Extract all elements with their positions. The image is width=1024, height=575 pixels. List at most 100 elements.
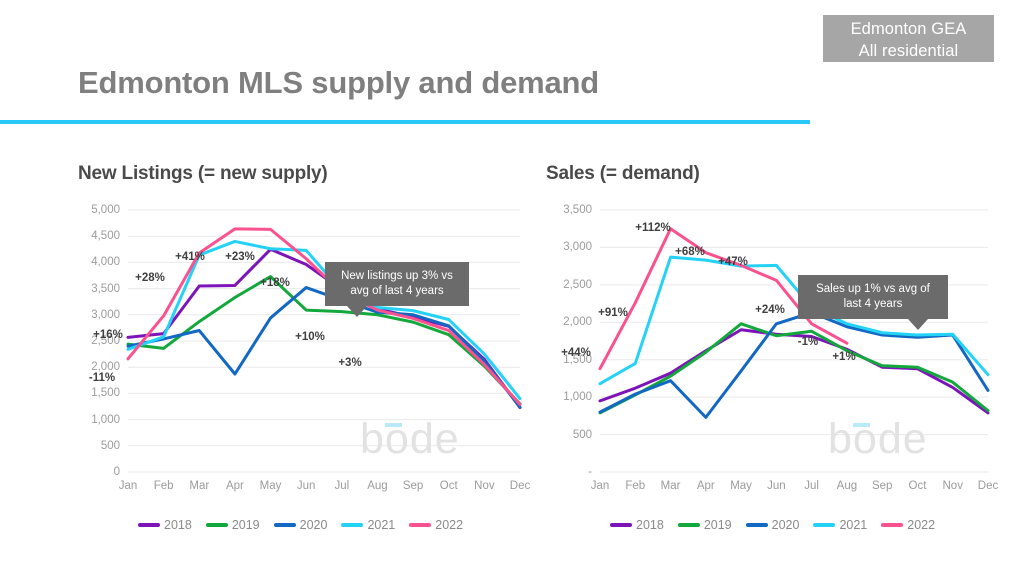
y-axis-tick: 4,000 (91, 256, 120, 269)
data-label-feb: +16% (93, 329, 123, 341)
legend-swatch-2019 (677, 523, 700, 527)
x-axis-tick: Aug (367, 480, 388, 492)
legend-item-2018[interactable]: 2018 (138, 518, 192, 532)
bode-watermark: bode (828, 415, 928, 463)
chart-panel-new-listings: New Listings (= new supply) bode 0 500 1,00… (60, 155, 530, 555)
legend-swatch-2020 (745, 523, 768, 527)
x-axis-tick: Nov (942, 480, 963, 492)
y-axis-tick: 1,000 (563, 391, 592, 404)
title-divider (0, 120, 810, 124)
plot-area-sales: bode - 500 1,000 1,500 2,000 2,500 3,000 3,500 Ja… (528, 200, 998, 500)
data-label-jul: +10% (295, 331, 325, 343)
x-axis-tick: Jun (767, 480, 786, 492)
chart-panel-sales: Sales (= demand) bode - 500 1,000 1,500 2,000… (528, 155, 998, 555)
legend-label-2021: 2021 (839, 518, 868, 532)
context-tag: Edmonton GEA All residential (823, 15, 994, 62)
legend-label-2020: 2020 (771, 518, 800, 532)
x-axis-tick: Apr (696, 480, 715, 492)
y-axis-tick: 1,500 (91, 387, 120, 400)
data-label-mar: +112% (635, 222, 671, 234)
y-axis-tick: 2,000 (563, 316, 592, 329)
y-axis-tick: 500 (100, 439, 120, 452)
series-line-2021 (598, 255, 990, 386)
legend-item-2021[interactable]: 2021 (813, 518, 867, 532)
data-label-jan: +44% (561, 347, 591, 359)
data-label-aug: +1% (832, 351, 856, 363)
x-axis-tick: Feb (625, 480, 646, 492)
data-label-apr: +68% (675, 246, 705, 258)
x-axis-tick: Sep (402, 480, 424, 492)
data-label-may: +23% (225, 251, 255, 263)
chart-svg-new-listings: bode (126, 209, 522, 473)
legend-item-2022[interactable]: 2022 (409, 518, 463, 532)
context-tag-line-2: All residential (858, 42, 959, 60)
series-line-2020 (598, 311, 990, 419)
x-axis-tick: Oct (908, 480, 927, 492)
x-axis-tick: May (259, 480, 282, 492)
legend-label-2018: 2018 (636, 518, 664, 532)
data-label-feb: +91% (598, 307, 628, 319)
y-axis-tick: 3,000 (91, 308, 120, 321)
legend-swatch-2018 (138, 523, 160, 527)
page-title: Edmonton MLS supply and demand (78, 65, 600, 100)
y-axis-tick: 3,500 (91, 282, 120, 295)
series-line-2019 (126, 275, 522, 406)
x-axis-tick: Oct (439, 480, 458, 492)
callout-new-listings: New listings up 3% vs avg of last 4 year… (325, 262, 469, 317)
y-axis-tick: 5,000 (91, 204, 120, 216)
chart-title-sales: Sales (= demand) (546, 163, 700, 184)
legend-item-2021[interactable]: 2021 (341, 518, 395, 532)
x-axis-tick: Jan (118, 480, 138, 492)
callout-sales: Sales up 1% vs avg of last 4 years (798, 275, 948, 330)
chart-title-new-listings: New Listings (= new supply) (78, 163, 328, 184)
legend-item-2020[interactable]: 2020 (745, 518, 800, 532)
x-axis-tick: Jul (334, 480, 350, 492)
data-label-jun: +18% (260, 277, 290, 289)
legend-swatch-2018 (610, 523, 632, 527)
legend-swatch-2021 (813, 523, 836, 527)
x-axis-tick: Feb (153, 480, 174, 492)
legend-label-2019: 2019 (703, 518, 732, 532)
context-tag-line-1: Edmonton GEA (850, 20, 967, 38)
x-axis-tick: Sep (871, 480, 893, 492)
series-line-2020 (126, 286, 522, 409)
series-line-2022 (126, 227, 522, 406)
x-axis-tick: Jan (590, 480, 610, 492)
x-axis-tick: Aug (836, 480, 858, 492)
chart-svg-sales: bode (598, 209, 990, 473)
bode-watermark: bode (360, 415, 460, 463)
legend-item-2020[interactable]: 2020 (273, 518, 328, 532)
legend-item-2018[interactable]: 2018 (610, 518, 664, 532)
data-label-jul: -1% (797, 336, 819, 348)
x-axis-tick: Jun (296, 480, 316, 492)
callout-tail (347, 306, 367, 317)
legend-swatch-2022 (409, 523, 432, 527)
x-axis-tick: Mar (189, 480, 210, 492)
legend-item-2022[interactable]: 2022 (881, 518, 935, 532)
x-axis-tick: Apr (225, 480, 244, 492)
plot-area-new-listings: bode 0 500 1,000 1,500 2,000 2,500 3,000 3,500 4,… (60, 200, 530, 500)
y-axis-tick: 2,000 (91, 361, 120, 374)
y-axis-tick: 2,500 (91, 335, 120, 347)
x-axis-tick: Dec (977, 480, 999, 492)
legend-label-2021: 2021 (367, 518, 396, 532)
x-axis-tick: Nov (474, 480, 495, 492)
y-axis-tick: 1,000 (91, 413, 120, 426)
bode-macron-icon (385, 423, 402, 427)
x-axis-tick: May (730, 480, 752, 492)
data-label-jun: +24% (755, 304, 785, 316)
data-label-aug: +3% (338, 357, 362, 369)
y-axis-tick: - (588, 466, 592, 478)
legend-item-2019[interactable]: 2019 (205, 518, 260, 532)
legend-item-2019[interactable]: 2019 (677, 518, 732, 532)
y-axis-tick: 500 (572, 428, 592, 441)
legend-label-2020: 2020 (299, 518, 328, 532)
x-axis-tick: Mar (660, 480, 681, 492)
legend-label-2018: 2018 (164, 518, 192, 532)
callout-tail (908, 319, 928, 330)
series-line-2019 (598, 322, 990, 415)
y-axis-tick: 4,500 (91, 230, 120, 243)
data-label-mar: +28% (135, 272, 165, 284)
legend-label-2022: 2022 (435, 518, 464, 532)
data-label-jan: -11% (88, 372, 116, 384)
